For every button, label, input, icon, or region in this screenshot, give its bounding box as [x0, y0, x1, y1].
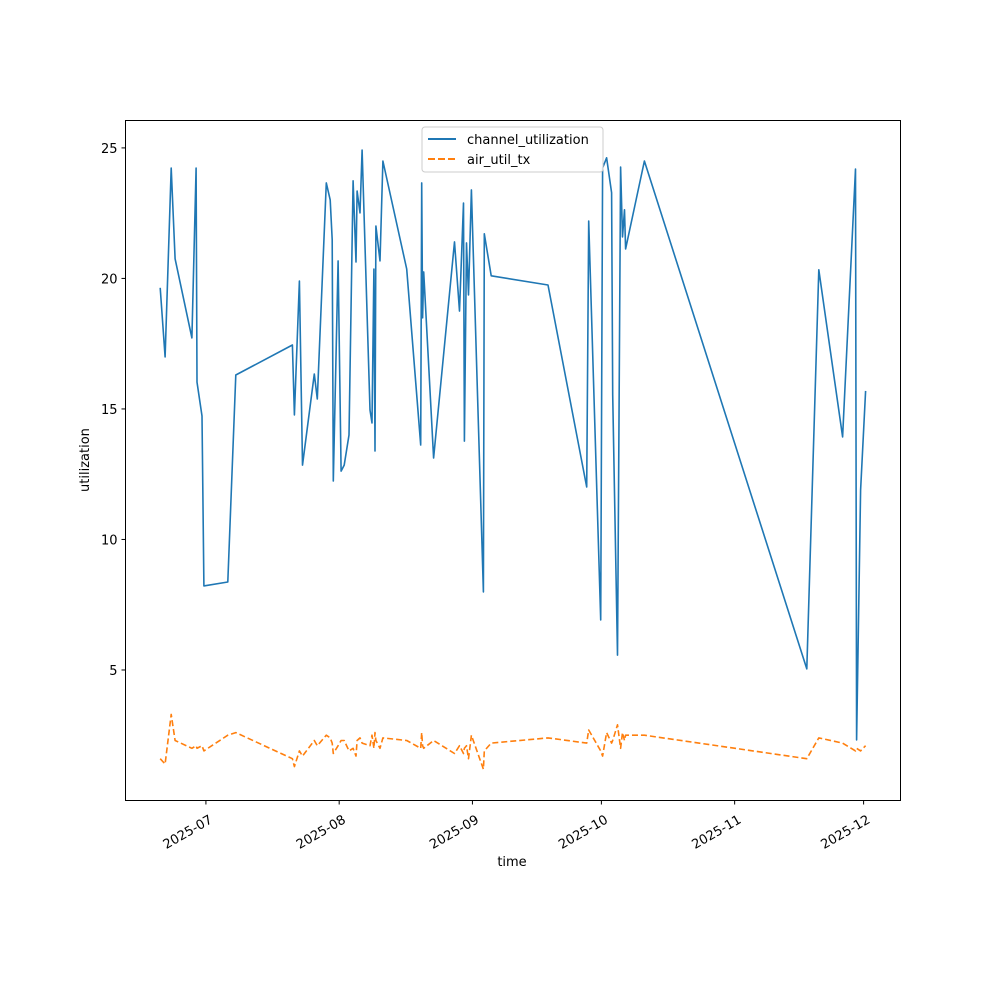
y-tick-label: 10 — [101, 533, 118, 548]
y-tick-label: 20 — [101, 272, 118, 287]
legend: channel_utilization air_util_tx — [421, 126, 604, 173]
plot-frame — [125, 120, 901, 801]
x-tick-label: 2025-08 — [294, 813, 349, 853]
series-layer — [159, 149, 867, 771]
x-tick-label: 2025-10 — [556, 813, 611, 853]
x-tick-label: 2025-12 — [818, 813, 873, 853]
y-tick-label: 15 — [101, 403, 118, 418]
legend-box — [421, 126, 604, 173]
y-axis: 5 10 15 20 25 — [101, 142, 126, 679]
y-tick-label: 5 — [109, 664, 117, 679]
legend-label-air-util-tx: air_util_tx — [467, 153, 531, 168]
series-line-channel-utilization — [159, 149, 867, 741]
series-line-air-util-tx — [159, 713, 867, 771]
y-axis-label: utilization — [78, 428, 93, 492]
x-axis-label: time — [497, 855, 526, 870]
x-axis: 2025-07 2025-08 2025-09 2025-10 2025-11 2025-… — [161, 800, 873, 853]
x-tick-label: 2025-07 — [161, 813, 216, 853]
legend-label-channel-utilization: channel_utilization — [467, 133, 589, 148]
x-tick-label: 2025-11 — [689, 813, 744, 853]
x-tick-label: 2025-09 — [427, 813, 482, 853]
y-tick-label: 25 — [101, 142, 118, 157]
